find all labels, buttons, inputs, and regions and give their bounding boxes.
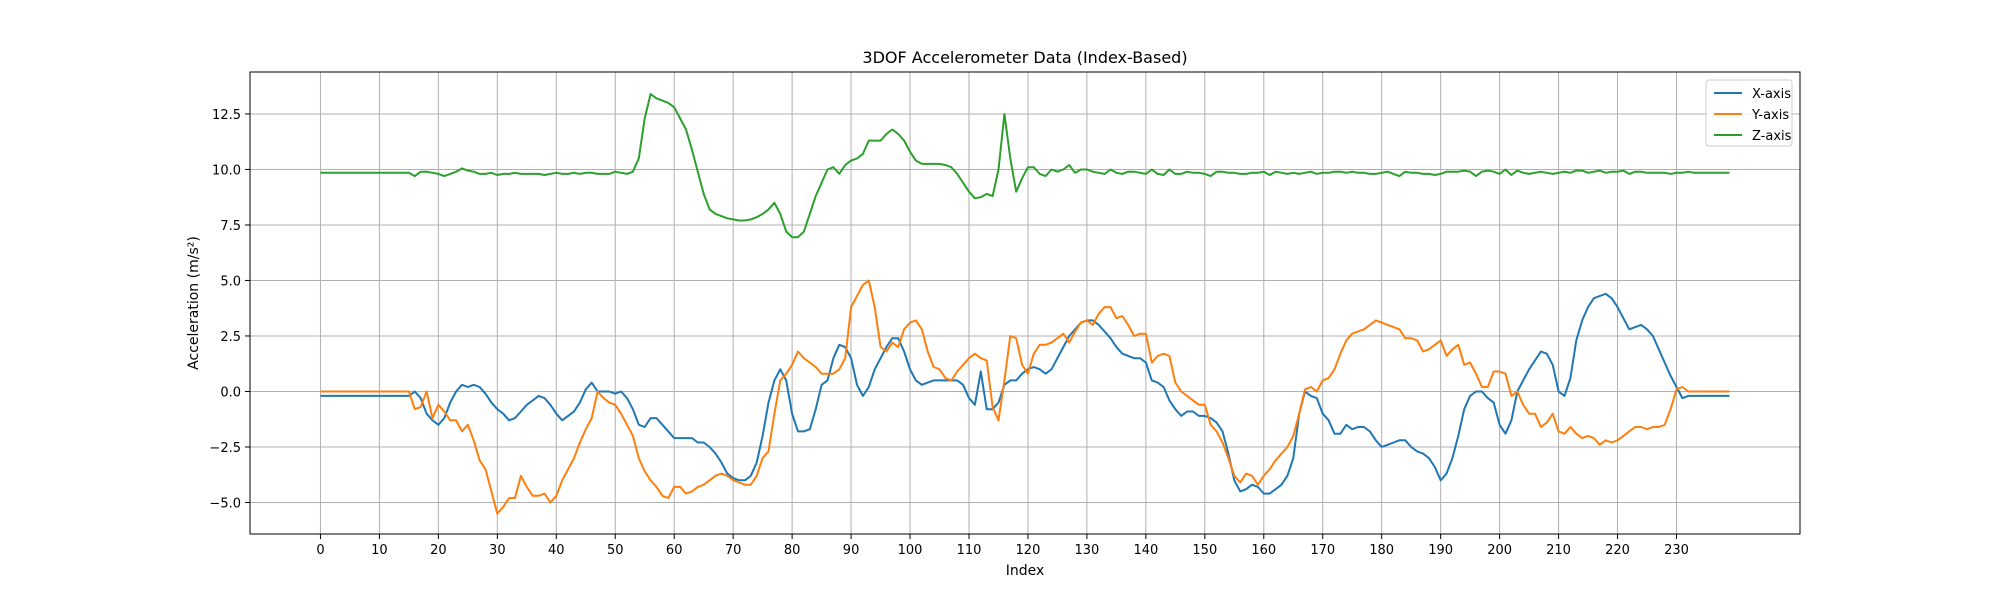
x-tick-label: 0 [316,543,324,558]
x-tick-label: 100 [898,543,923,558]
legend-label: Z-axis [1752,129,1792,144]
x-tick-label: 120 [1016,543,1041,558]
x-tick-label: 190 [1428,543,1453,558]
legend-entry: X-axis [1714,87,1791,102]
y-tick-label: −2.5 [209,441,241,456]
x-tick-label: 110 [957,543,982,558]
grid [250,72,1800,534]
x-tick-label: 230 [1664,543,1689,558]
x-tick-label: 80 [784,543,801,558]
series-z-axis [320,93,1730,239]
x-tick-label: 50 [607,543,624,558]
x-tick-label: 130 [1074,543,1099,558]
y-tick-label: 5.0 [220,274,241,289]
x-tick-label: 10 [371,543,388,558]
series-x-axis [320,292,1730,495]
x-tick-label: 180 [1369,543,1394,558]
x-tick-label: 140 [1133,543,1158,558]
x-tick-label: 220 [1605,543,1630,558]
chart-title: 3DOF Accelerometer Data (Index-Based) [862,48,1187,67]
x-tick-label: 20 [430,543,447,558]
series-line-y-axis [320,279,1730,515]
y-tick-label: 12.5 [212,108,241,123]
x-tick-label: 200 [1487,543,1512,558]
y-tick-label: 0.0 [220,385,241,400]
x-tick-label: 40 [548,543,565,558]
plot-frame [249,71,1801,535]
series-line-z-axis [320,93,1730,239]
x-axis-label: Index [1006,563,1045,579]
x-axis-ticks: 0 10 20 30 40 50 60 70 80 90 100 110 120 130 140 150 160… [316,534,1689,558]
series-line-x-axis [320,292,1730,495]
legend-entry: Z-axis [1714,129,1792,144]
x-tick-label: 160 [1251,543,1276,558]
x-tick-label: 150 [1192,543,1217,558]
y-tick-label: 7.5 [220,219,241,234]
y-tick-label: 2.5 [220,330,241,345]
legend-label: X-axis [1752,87,1791,102]
x-tick-label: 210 [1546,543,1571,558]
y-tick-label: 10.0 [212,163,241,178]
x-tick-label: 60 [666,543,683,558]
series-lines [320,93,1730,515]
y-axis-label: Acceleration (m/s²) [186,236,202,370]
x-tick-label: 170 [1310,543,1335,558]
legend-box [1705,79,1793,147]
y-tick-label: −5.0 [209,496,241,511]
y-axis-ticks: −5.0 −2.5 0.0 2.5 5.0 7.5 10.0 12.5 [209,108,250,511]
series-y-axis [320,279,1730,515]
legend-label: Y-axis [1751,108,1789,123]
x-tick-label: 70 [725,543,742,558]
x-tick-label: 90 [843,543,860,558]
legend-entry: Y-axis [1714,108,1789,123]
legend: X-axis Y-axis Z-axis [1705,79,1793,147]
x-tick-label: 30 [489,543,506,558]
